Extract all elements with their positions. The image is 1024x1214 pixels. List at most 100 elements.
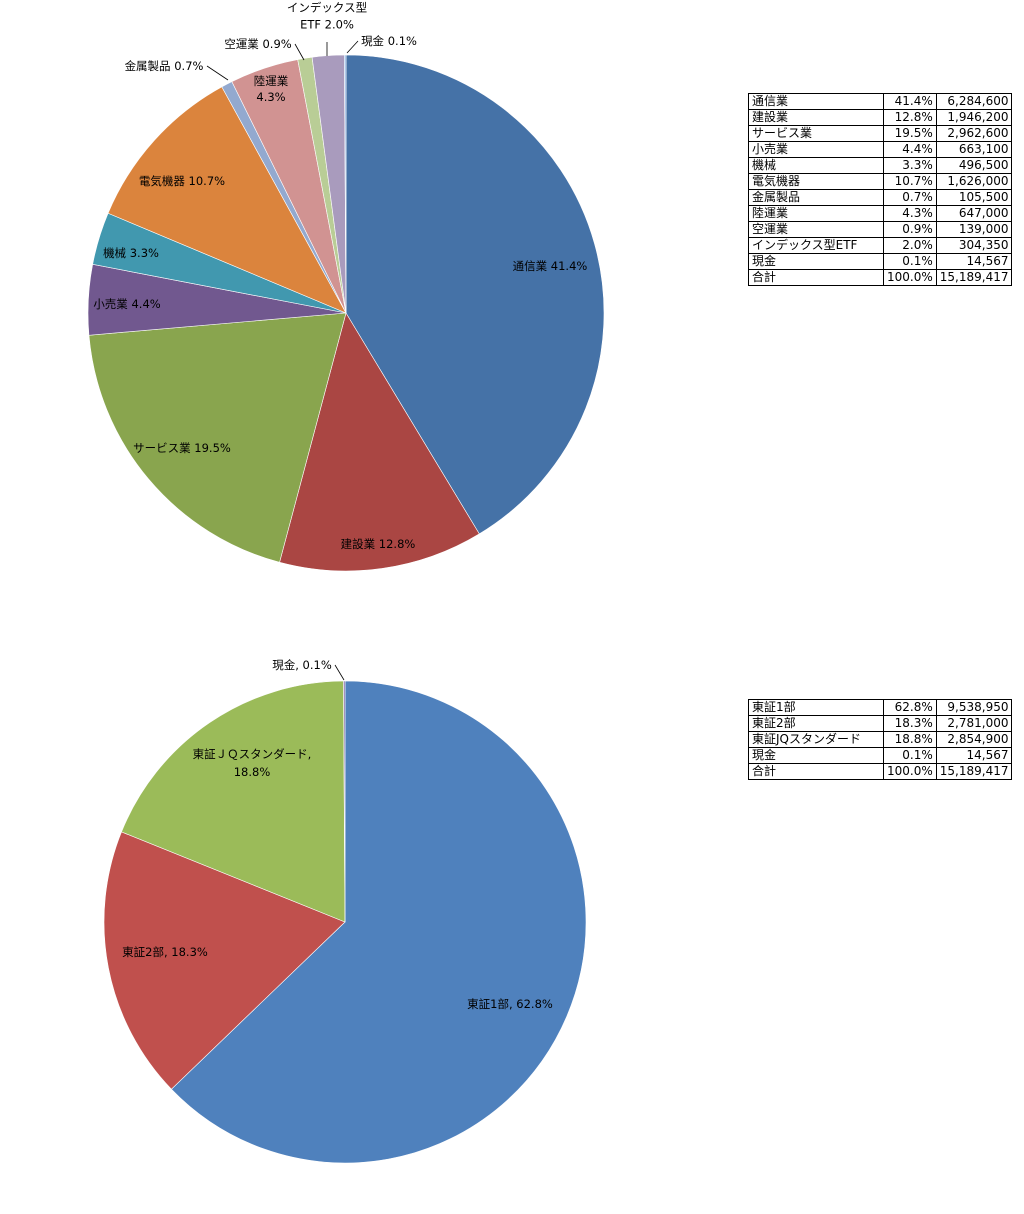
- table-row: 合計 100.0% 15,189,417: [748, 763, 1013, 780]
- slice-jasdaq: [121, 680, 346, 923]
- slice-label: 東証ＪＱスタンダード,: [193, 747, 312, 761]
- slice-tse1: [170, 680, 587, 1164]
- label-leader-line: [294, 43, 305, 61]
- table-row: 機械 3.3% 496,500: [748, 157, 1013, 174]
- table-cell-label: サービス業: [748, 125, 884, 142]
- table-row: 建設業 12.8% 1,946,200: [748, 109, 1013, 126]
- slice-label: 陸運業: [254, 74, 289, 88]
- market-table: 東証1部 62.8% 9,538,950 東証2部 18.3% 2,781,000 東証JQ…: [748, 699, 1013, 780]
- label-leader-line: [334, 664, 345, 681]
- table-cell-amount: 1,626,000: [935, 173, 1013, 190]
- table-cell-label: 建設業: [748, 109, 884, 126]
- slice-electric: [107, 86, 347, 314]
- table-cell-amount: 9,538,950: [935, 699, 1013, 716]
- table-cell-percent: 10.7%: [883, 173, 937, 190]
- table-row: 金属製品 0.7% 105,500: [748, 189, 1013, 206]
- table-cell-amount: 496,500: [935, 157, 1013, 174]
- table-cell-amount: 304,350: [935, 237, 1013, 254]
- table-cell-percent: 4.4%: [883, 141, 937, 158]
- table-row: 現金 0.1% 14,567: [748, 747, 1013, 764]
- table-row: 東証JQスタンダード 18.8% 2,854,900: [748, 731, 1013, 748]
- table-cell-percent: 62.8%: [883, 699, 937, 716]
- table-cell-amount: 15,189,417: [935, 269, 1013, 286]
- slice-label: 通信業 41.4%: [513, 259, 588, 273]
- table-cell-amount: 6,284,600: [935, 93, 1013, 110]
- slice-label: 金属製品 0.7%: [125, 59, 204, 73]
- table-row: 東証1部 62.8% 9,538,950: [748, 699, 1013, 716]
- slice-label: 18.8%: [234, 765, 271, 779]
- slice-cash: [344, 54, 347, 314]
- table-cell-label: 合計: [748, 763, 884, 780]
- table-cell-amount: 14,567: [935, 253, 1013, 270]
- table-row: サービス業 19.5% 2,962,600: [748, 125, 1013, 142]
- slice-services: [88, 312, 347, 563]
- label-leader-line: [206, 65, 229, 81]
- table-cell-amount: 2,962,600: [935, 125, 1013, 142]
- table-cell-label: 東証JQスタンダード: [748, 731, 884, 748]
- table-cell-label: 合計: [748, 269, 884, 286]
- slice-label: 電気機器 10.7%: [139, 174, 225, 188]
- table-row: インデックス型ETF 2.0% 304,350: [748, 237, 1013, 254]
- table-cell-percent: 0.9%: [883, 221, 937, 238]
- table-row: 合計 100.0% 15,189,417: [748, 269, 1013, 286]
- table-cell-label: 小売業: [748, 141, 884, 158]
- table-cell-percent: 18.8%: [883, 731, 937, 748]
- table-row: 電気機器 10.7% 1,626,000: [748, 173, 1013, 190]
- slice-label: 小売業 4.4%: [93, 297, 160, 311]
- table-cell-amount: 105,500: [935, 189, 1013, 206]
- table-row: 通信業 41.4% 6,284,600: [748, 93, 1013, 110]
- table-cell-label: 金属製品: [748, 189, 884, 206]
- table-cell-label: インデックス型ETF: [748, 237, 884, 254]
- slice-tse2: [103, 831, 346, 1090]
- table-cell-label: 現金: [748, 747, 884, 764]
- slice-label: 現金, 0.1%: [272, 658, 332, 672]
- table-cell-percent: 0.1%: [883, 253, 937, 270]
- table-cell-percent: 3.3%: [883, 157, 937, 174]
- slice-label: 東証1部, 62.8%: [467, 997, 553, 1011]
- table-cell-label: 陸運業: [748, 205, 884, 222]
- slice-construction: [279, 312, 480, 572]
- slice-cash: [343, 680, 346, 923]
- table-cell-label: 通信業: [748, 93, 884, 110]
- table-cell-amount: 2,854,900: [935, 731, 1013, 748]
- table-row: 東証2部 18.3% 2,781,000: [748, 715, 1013, 732]
- table-cell-label: 空運業: [748, 221, 884, 238]
- pie-chart-sectors: 通信業 41.4% 建設業 12.8% サービス業 19.5% 小売業 4.4% 機械 …: [87, 1, 605, 572]
- table-cell-percent: 19.5%: [883, 125, 937, 142]
- table-cell-percent: 100.0%: [883, 269, 937, 286]
- table-cell-percent: 2.0%: [883, 237, 937, 254]
- table-cell-percent: 41.4%: [883, 93, 937, 110]
- slice-label: インデックス型: [287, 1, 367, 15]
- table-cell-percent: 12.8%: [883, 109, 937, 126]
- table-cell-percent: 4.3%: [883, 205, 937, 222]
- slice-label: 現金 0.1%: [361, 34, 417, 48]
- table-row: 空運業 0.9% 139,000: [748, 221, 1013, 238]
- pie-chart-markets: 東証1部, 62.8% 東証2部, 18.3% 東証ＪＱスタンダード, 18.8% 現金…: [103, 658, 587, 1164]
- table-row: 現金 0.1% 14,567: [748, 253, 1013, 270]
- table-cell-amount: 663,100: [935, 141, 1013, 158]
- slice-label: 東証2部, 18.3%: [122, 945, 208, 959]
- slice-label: 4.3%: [256, 90, 285, 104]
- slice-label: 機械 3.3%: [103, 246, 159, 260]
- table-cell-percent: 18.3%: [883, 715, 937, 732]
- slice-telecom: [345, 54, 605, 535]
- table-cell-label: 東証1部: [748, 699, 884, 716]
- table-cell-percent: 100.0%: [883, 763, 937, 780]
- table-cell-percent: 0.1%: [883, 747, 937, 764]
- table-cell-amount: 2,781,000: [935, 715, 1013, 732]
- table-cell-percent: 0.7%: [883, 189, 937, 206]
- table-cell-label: 電気機器: [748, 173, 884, 190]
- slice-label: 空運業 0.9%: [224, 37, 291, 51]
- table-cell-label: 機械: [748, 157, 884, 174]
- table-cell-label: 東証2部: [748, 715, 884, 732]
- table-cell-amount: 647,000: [935, 205, 1013, 222]
- table-cell-amount: 139,000: [935, 221, 1013, 238]
- slice-label: 建設業 12.8%: [341, 537, 416, 551]
- table-row: 陸運業 4.3% 647,000: [748, 205, 1013, 222]
- table-cell-amount: 1,946,200: [935, 109, 1013, 126]
- slice-label: ETF 2.0%: [300, 18, 354, 32]
- slice-label: サービス業 19.5%: [133, 441, 231, 455]
- table-row: 小売業 4.4% 663,100: [748, 141, 1013, 158]
- label-leader-line: [346, 40, 359, 54]
